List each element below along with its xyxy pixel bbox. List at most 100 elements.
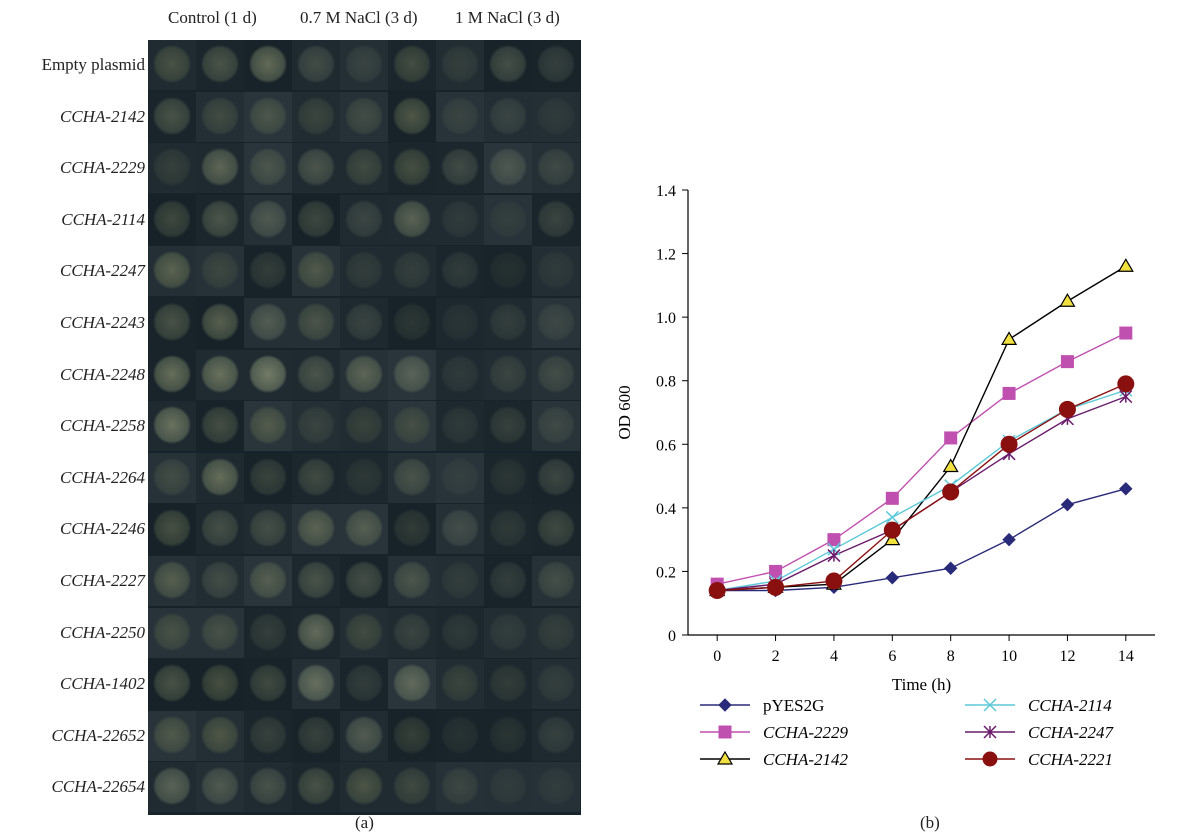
colony-spot	[292, 711, 340, 761]
colony-spot	[532, 350, 580, 400]
colony-spot	[388, 401, 436, 451]
colony-spot	[436, 350, 484, 400]
legend-label: CCHA-2142	[763, 750, 849, 769]
colony-spot	[340, 453, 388, 503]
colony-spot	[340, 92, 388, 142]
colony-spot	[340, 401, 388, 451]
colony-spot	[244, 143, 292, 193]
yeast-growth-plate-image	[148, 40, 581, 815]
row-label: CCHA-2227	[60, 571, 145, 591]
colony-spot	[436, 556, 484, 606]
colony-spot	[196, 298, 244, 348]
data-point	[828, 534, 840, 546]
colony-spot	[388, 504, 436, 554]
data-point	[886, 511, 898, 523]
colony-spot	[196, 453, 244, 503]
colony-spot	[196, 40, 244, 90]
colony-spot	[196, 195, 244, 245]
colony-spot	[292, 246, 340, 296]
colony-spot	[340, 40, 388, 90]
x-tick-label: 8	[947, 648, 955, 665]
y-tick-label: 0	[668, 628, 676, 645]
colony-spot	[484, 762, 532, 812]
x-tick-label: 12	[1059, 648, 1075, 665]
data-point	[770, 565, 782, 577]
colony-spot	[484, 350, 532, 400]
colony-spot	[244, 504, 292, 554]
colony-spot	[292, 659, 340, 709]
y-tick-label: 0.8	[656, 374, 676, 391]
colony-spot	[196, 504, 244, 554]
row-label: CCHA-2229	[60, 158, 145, 178]
data-point	[719, 726, 731, 738]
colony-spot	[244, 298, 292, 348]
row-label: CCHA-2142	[60, 107, 145, 127]
colony-spot	[340, 195, 388, 245]
y-tick-label: 1.2	[656, 247, 676, 264]
colony-spot	[292, 40, 340, 90]
column-header-07m-nacl: 0.7 M NaCl (3 d)	[300, 8, 418, 28]
data-point	[1003, 387, 1015, 399]
colony-spot	[484, 401, 532, 451]
legend-item: CCHA-2247	[965, 723, 1115, 742]
colony-spot	[148, 195, 196, 245]
colony-spot	[436, 195, 484, 245]
colony-spot	[388, 762, 436, 812]
data-point	[1060, 294, 1074, 306]
colony-spot	[292, 298, 340, 348]
colony-spot	[436, 711, 484, 761]
data-point	[944, 460, 958, 472]
colony-spot	[484, 92, 532, 142]
legend-label: CCHA-2247	[1028, 723, 1115, 742]
colony-spot	[388, 350, 436, 400]
colony-spot	[244, 246, 292, 296]
column-header-control: Control (1 d)	[168, 8, 257, 28]
data-point	[719, 699, 731, 711]
colony-spot	[484, 298, 532, 348]
colony-spot	[148, 143, 196, 193]
colony-spot	[196, 401, 244, 451]
column-header-1m-nacl: 1 M NaCl (3 d)	[455, 8, 560, 28]
data-point	[886, 572, 898, 584]
colony-spot	[148, 556, 196, 606]
legend-label: CCHA-2229	[763, 723, 849, 742]
colony-spot	[532, 246, 580, 296]
row-label: CCHA-2250	[60, 623, 145, 643]
colony-spot	[148, 246, 196, 296]
colony-spot	[340, 350, 388, 400]
colony-spot	[484, 556, 532, 606]
colony-spot	[388, 711, 436, 761]
colony-spot	[292, 195, 340, 245]
data-point	[1001, 436, 1017, 452]
colony-spot	[484, 143, 532, 193]
colony-spot	[484, 246, 532, 296]
chart-axes: 00.20.40.60.81.01.21.40 2 4 6 8 10 12 14Time (h…	[615, 183, 1155, 694]
x-tick-label: 10	[1001, 648, 1017, 665]
colony-spot	[484, 40, 532, 90]
colony-spot	[244, 608, 292, 658]
colony-spot	[436, 762, 484, 812]
data-point	[1003, 534, 1015, 546]
colony-spot	[148, 608, 196, 658]
row-label: CCHA-2243	[60, 313, 145, 333]
data-point	[768, 579, 784, 595]
series-line	[717, 397, 1126, 591]
x-tick-label: 2	[772, 648, 780, 665]
panel-a-label: (a)	[355, 813, 374, 833]
data-point	[826, 573, 842, 589]
colony-spot	[532, 659, 580, 709]
legend-item: pYES2G	[700, 696, 824, 715]
colony-spot	[244, 92, 292, 142]
series-lines	[717, 266, 1126, 590]
y-tick-label: 1.4	[656, 183, 676, 200]
colony-spot	[532, 762, 580, 812]
colony-spot	[532, 504, 580, 554]
colony-spot	[532, 556, 580, 606]
colony-spot	[148, 401, 196, 451]
colony-spot	[388, 92, 436, 142]
data-point	[1061, 499, 1073, 511]
colony-spot	[388, 143, 436, 193]
colony-spot	[436, 453, 484, 503]
row-label: CCHA-1402	[60, 674, 145, 694]
data-point	[884, 522, 900, 538]
